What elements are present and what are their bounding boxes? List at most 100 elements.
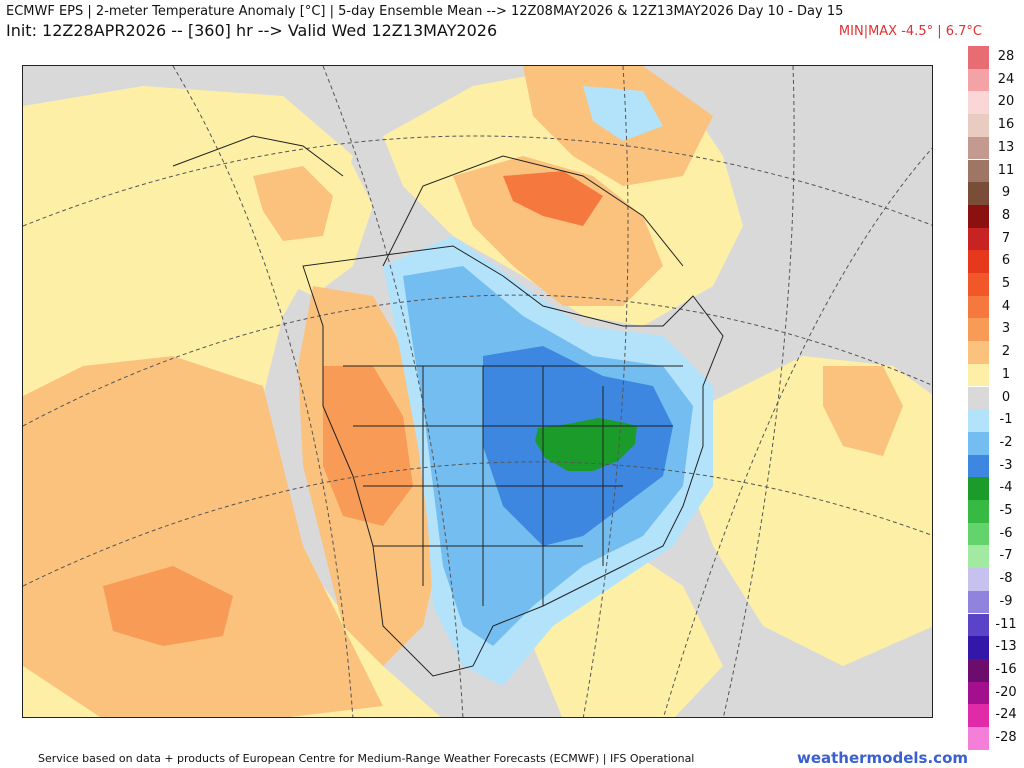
legend-label: -16 (995, 661, 1017, 677)
legend-label: -20 (995, 684, 1017, 700)
legend-swatch (968, 477, 989, 500)
min-max-readout: MIN|MAX -4.5° | 6.7°C (838, 24, 982, 39)
legend-level: -1 (965, 409, 1021, 432)
site-link[interactable]: weathermodels.com (796, 749, 968, 767)
legend-swatch (968, 568, 989, 591)
legend-swatch (968, 295, 989, 319)
legend-label: 2 (1001, 344, 1011, 360)
cold-region-core-green (535, 418, 637, 471)
legend-level: -24 (965, 704, 1021, 727)
legend-label: -1 (999, 412, 1013, 428)
legend-level: -3 (965, 454, 1021, 478)
legend-label: 5 (1001, 276, 1011, 291)
legend-label: 9 (1001, 185, 1011, 201)
legend-level: 16 (965, 114, 1021, 137)
legend-label: -11 (995, 616, 1017, 632)
canada-north-orange (453, 156, 663, 306)
legend-label: -2 (999, 434, 1013, 450)
legend-label: -28 (995, 730, 1017, 745)
legend-level: -7 (965, 545, 1021, 569)
legend-label: -8 (999, 571, 1013, 587)
legend-level: 5 (965, 273, 1021, 296)
legend-swatch (968, 159, 989, 183)
legend-swatch (968, 545, 989, 569)
legend-level: 8 (965, 204, 1021, 228)
legend-swatch (968, 250, 989, 273)
legend-swatch (968, 613, 989, 637)
legend-swatch (968, 91, 989, 115)
legend-label: 8 (1001, 207, 1011, 223)
legend-swatch (968, 409, 989, 432)
legend-label: -13 (995, 639, 1017, 655)
legend-level: -16 (965, 658, 1021, 682)
map-canvas (23, 66, 932, 717)
legend-level: 0 (965, 386, 1021, 410)
legend-level: -5 (965, 500, 1021, 523)
legend-label: 3 (1001, 321, 1011, 337)
canada-north-deep-orange (503, 171, 603, 226)
alaska-orange-region (253, 166, 333, 241)
graticule-lines (23, 66, 932, 717)
legend-swatch (968, 704, 989, 727)
legend-level: 3 (965, 318, 1021, 342)
legend-label: 6 (1001, 253, 1011, 269)
legend-label: 13 (997, 139, 1015, 155)
legend-swatch (968, 68, 989, 92)
legend-level: -20 (965, 681, 1021, 705)
init-valid-time: Init: 12Z28APR2026 -- [360] hr --> Valid… (6, 21, 498, 40)
legend-swatch (968, 182, 989, 205)
legend-level: -9 (965, 590, 1021, 614)
legend-label: -5 (999, 503, 1013, 518)
pacific-orange-core (103, 566, 233, 646)
legend-swatch (968, 227, 989, 251)
legend-label: -6 (999, 525, 1013, 541)
legend-label: -24 (995, 707, 1017, 723)
legend-level: -28 (965, 727, 1021, 750)
legend-swatch (968, 590, 989, 614)
legend-swatch (968, 136, 989, 160)
legend-label: 24 (997, 71, 1015, 87)
anomaly-map (22, 65, 933, 718)
legend-label: 7 (1001, 230, 1011, 246)
legend-swatch (968, 204, 989, 228)
political-boundaries (172, 135, 724, 677)
legend-swatch (968, 273, 989, 296)
legend-label: -9 (999, 593, 1013, 609)
legend-label: 28 (997, 49, 1015, 64)
legend-level: 13 (965, 136, 1021, 160)
legend-swatch (968, 318, 989, 342)
legend-level: 24 (965, 68, 1021, 92)
legend-level: 11 (965, 159, 1021, 183)
legend-level: -6 (965, 522, 1021, 546)
legend-level: -8 (965, 568, 1021, 591)
legend-swatch (968, 341, 989, 364)
legend-swatch (968, 681, 989, 705)
legend-level: -13 (965, 636, 1021, 659)
legend-level: -11 (965, 613, 1021, 637)
legend-level: 6 (965, 250, 1021, 273)
data-credit: Service based on data + products of Euro… (38, 752, 695, 765)
legend-level: 7 (965, 227, 1021, 251)
legend-label: -3 (999, 457, 1013, 473)
color-legend: 28 24 20 16 13 11 9 8 7 6 5 4 3 2 1 0 -1 -2 -3 -4 -5 -6 -7 -8 -9… (965, 46, 1021, 750)
legend-swatch (968, 658, 989, 682)
legend-swatch (968, 727, 989, 750)
legend-label: 1 (1001, 366, 1011, 382)
legend-swatch (968, 522, 989, 546)
legend-swatch (968, 636, 989, 659)
legend-level: 2 (965, 341, 1021, 364)
legend-label: -4 (999, 480, 1013, 496)
legend-swatch (968, 46, 989, 69)
legend-swatch (968, 114, 989, 137)
legend-level: -4 (965, 477, 1021, 500)
legend-swatch (968, 454, 989, 478)
legend-label: 11 (997, 162, 1015, 178)
legend-level: 1 (965, 363, 1021, 387)
legend-label: 0 (1001, 389, 1011, 405)
legend-level: -2 (965, 431, 1021, 455)
legend-label: 20 (997, 94, 1015, 110)
legend-swatch (968, 431, 989, 455)
legend-label: 4 (1001, 298, 1011, 314)
greenland-cool-patch (583, 86, 663, 141)
legend-level: 28 (965, 46, 1021, 69)
